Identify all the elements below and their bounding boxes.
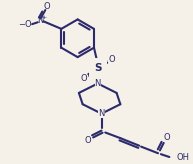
Text: O: O <box>108 54 115 63</box>
Text: −O: −O <box>18 20 31 29</box>
Text: OH: OH <box>177 154 190 162</box>
Text: O: O <box>80 74 87 83</box>
Text: O: O <box>84 135 91 144</box>
Text: O: O <box>163 133 170 142</box>
Text: N: N <box>37 16 44 25</box>
Text: S: S <box>94 63 102 73</box>
Text: O: O <box>44 2 51 11</box>
Text: N: N <box>98 109 105 118</box>
Text: N: N <box>95 79 101 88</box>
Text: +: + <box>42 15 47 20</box>
